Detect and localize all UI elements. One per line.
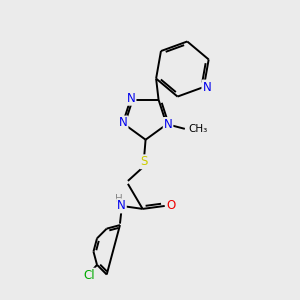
Text: S: S [140,155,148,168]
Text: N: N [202,80,211,94]
Text: N: N [164,118,172,131]
Text: H: H [115,194,122,204]
Text: Cl: Cl [84,268,95,282]
Text: CH₃: CH₃ [189,124,208,134]
Text: N: N [117,200,126,212]
Text: N: N [127,92,136,105]
Text: N: N [119,116,128,130]
Text: O: O [167,200,176,212]
